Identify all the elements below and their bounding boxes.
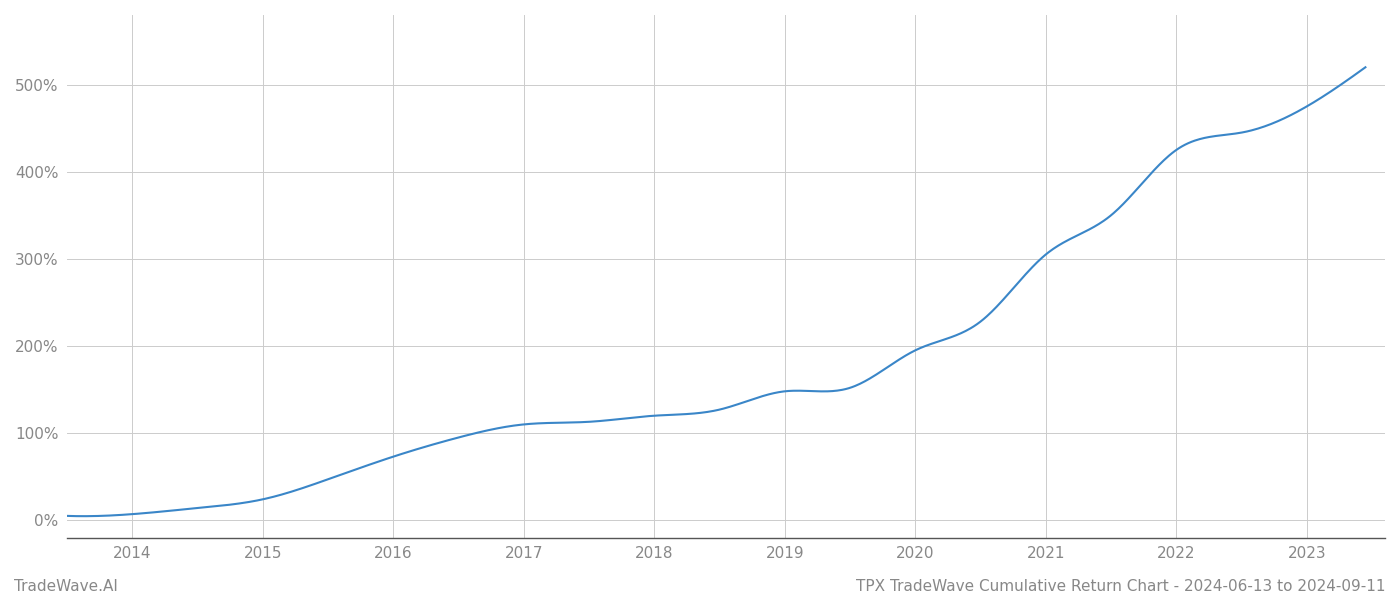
Text: TradeWave.AI: TradeWave.AI bbox=[14, 579, 118, 594]
Text: TPX TradeWave Cumulative Return Chart - 2024-06-13 to 2024-09-11: TPX TradeWave Cumulative Return Chart - … bbox=[857, 579, 1386, 594]
